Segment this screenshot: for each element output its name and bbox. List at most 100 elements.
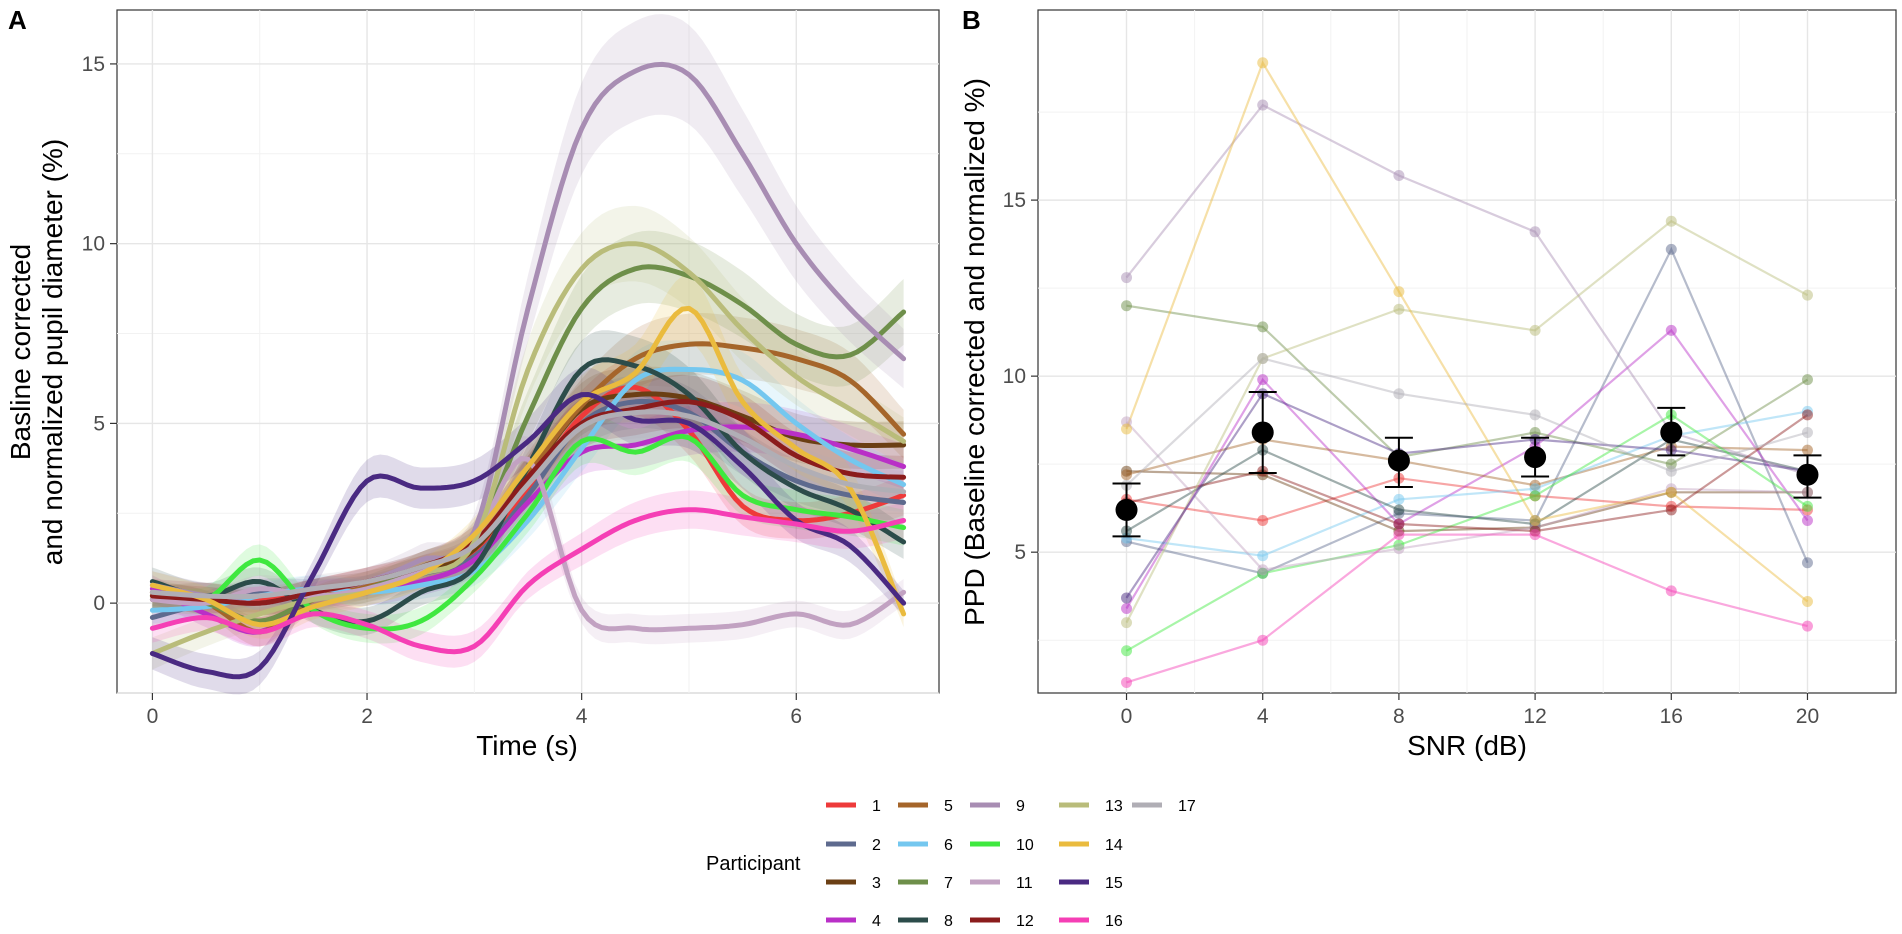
legend-label-participant-3: 3	[872, 875, 881, 892]
point-participant-9	[1121, 272, 1133, 284]
point-participant-11	[1257, 564, 1269, 576]
legend-label-participant-6: 6	[944, 837, 953, 854]
point-participant-11	[1393, 543, 1405, 555]
point-participant-10	[1529, 490, 1541, 502]
legend-label-participant-11: 11	[1016, 875, 1033, 892]
point-participant-13	[1801, 289, 1813, 301]
point-participant-14	[1257, 57, 1269, 69]
line-participant-1	[1126, 477, 1808, 522]
line-participant-11	[1125, 421, 1808, 571]
tick-label-x-b: 20	[1796, 705, 1819, 728]
line-participant-16	[149, 507, 907, 655]
legend-label-participant-2: 2	[872, 837, 881, 854]
point-participant-13	[1393, 303, 1405, 315]
point-participant-4	[1257, 374, 1269, 386]
point-participant-4	[1801, 514, 1813, 526]
mean-point	[1796, 463, 1819, 486]
ticks-b: 0 4 8 12 16 20 5 10 15	[1003, 189, 1820, 728]
tick-label-x-b: 8	[1393, 705, 1405, 728]
legend-label-participant-10: 10	[1016, 837, 1034, 854]
point-participant-14	[1529, 514, 1541, 526]
tick-label-x-b: 4	[1257, 705, 1269, 728]
point-participant-13	[1665, 215, 1677, 227]
line-participant-14	[1125, 60, 1809, 603]
point-participant-17	[1665, 465, 1677, 477]
point-participant-16	[1801, 620, 1813, 632]
point-participant-14	[1121, 423, 1133, 435]
tick-label-x-a: 4	[576, 705, 588, 728]
line-participant-13	[149, 241, 907, 656]
mean-point	[1115, 498, 1138, 521]
tick-label-y-a: 0	[93, 592, 105, 615]
gridlines-b	[1038, 10, 1896, 693]
panel-label-a: A	[8, 5, 27, 35]
tick-label-x-a: 6	[790, 705, 802, 728]
legend-label-participant-9: 9	[1016, 798, 1025, 815]
tick-label-y-a: 15	[82, 53, 105, 76]
legend-label-participant-17: 17	[1178, 798, 1196, 815]
x-axis-title-b: SNR (dB)	[1407, 730, 1527, 761]
ribbon-participant-13	[152, 205, 904, 670]
point-participant-5	[1121, 469, 1133, 481]
point-participant-9	[1393, 169, 1405, 181]
chart-panel-a: 0 2 4 6 0 5 10 15 Time (s) Basline corrected an…	[5, 9, 940, 761]
point-participant-7	[1121, 300, 1133, 312]
x-axis-title-a: Time (s)	[476, 730, 578, 761]
line-participant-11	[149, 456, 907, 633]
point-participant-6	[1257, 550, 1269, 562]
point-participant-17	[1529, 409, 1541, 421]
line-participant-5	[1126, 438, 1808, 487]
legend-label-participant-14: 14	[1105, 837, 1123, 854]
line-participant-4	[1125, 328, 1809, 610]
tick-label-y-b: 5	[1014, 541, 1026, 564]
line-participant-17	[149, 409, 907, 600]
point-participant-16	[1393, 529, 1405, 541]
point-participant-12	[1801, 409, 1813, 421]
point-participant-7	[1257, 321, 1269, 333]
legend-label-participant-16: 16	[1105, 913, 1123, 930]
line-participant-15	[1125, 392, 1808, 599]
point-participant-2	[1665, 243, 1677, 255]
line-participant-2	[1126, 246, 1809, 575]
legend-title: Participant	[706, 853, 801, 875]
point-participant-9	[1257, 99, 1269, 111]
point-participant-1	[1257, 514, 1269, 526]
point-participant-13	[1121, 617, 1133, 629]
line-participant-15	[149, 392, 907, 680]
tick-label-x-b: 0	[1121, 705, 1133, 728]
line-participant-6	[1126, 410, 1808, 557]
line-participant-14	[149, 305, 907, 628]
line-participant-17	[1125, 357, 1808, 487]
y-axis-title-a-line1: Basline corrected	[5, 244, 36, 460]
line-participant-16	[1126, 533, 1808, 684]
point-participant-17	[1393, 388, 1405, 400]
legend-label-participant-1: 1	[872, 798, 881, 815]
point-participant-6	[1393, 493, 1405, 505]
point-participant-14	[1801, 595, 1813, 607]
ribbon-participant-7	[152, 230, 904, 635]
point-participant-12	[1665, 504, 1677, 516]
legend-label-participant-12: 12	[1016, 913, 1034, 930]
panel-label-b: B	[962, 5, 981, 35]
point-participant-4	[1121, 603, 1133, 615]
legend-label-participant-4: 4	[872, 913, 881, 930]
mean-point	[1387, 449, 1410, 472]
ticks-a: 0 2 4 6 0 5 10 15	[82, 53, 802, 728]
point-participant-12	[1393, 518, 1405, 530]
point-participant-16	[1257, 634, 1269, 646]
point-participant-17	[1257, 353, 1269, 365]
tick-label-x-a: 2	[361, 705, 373, 728]
point-participant-13	[1529, 324, 1541, 336]
point-participant-15	[1121, 592, 1133, 604]
point-participant-17	[1801, 426, 1813, 438]
tick-label-x-b: 12	[1523, 705, 1546, 728]
line-participant-10	[1125, 413, 1809, 652]
tick-label-x-b: 16	[1660, 705, 1683, 728]
point-participant-16	[1529, 529, 1541, 541]
chart-panel-b: 0 4 8 12 16 20 5 10 15 SNR (dB) PPD (Baseline co…	[959, 9, 1897, 761]
mean-point	[1524, 446, 1547, 469]
series-lines-a	[149, 61, 907, 680]
y-axis-title-b: PPD (Baseline corrected and normalized %…	[959, 78, 990, 626]
